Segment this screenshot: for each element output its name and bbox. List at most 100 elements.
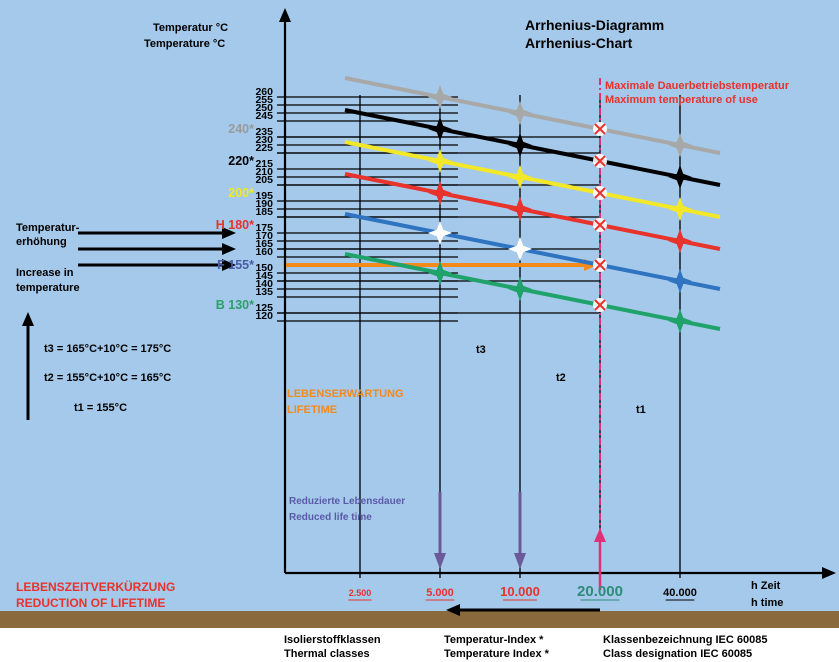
temperature-arrowhead [222,227,236,239]
y-tick-label: 185 [255,206,273,218]
data-point-star [428,149,452,173]
x-axis-label-en: h time [751,597,783,609]
y-tick-label: 225 [255,142,273,154]
plot-background [0,0,839,611]
x-axis-label-de: h Zeit [751,580,781,592]
increase-label-en-1: Increase in [16,267,74,279]
footer-class-designation-en: Class designation IEC 60085 [603,648,752,660]
reduction-arrowhead [446,604,460,616]
thermal-class-label: B 130* [216,298,254,312]
thermal-class-label: 240* [228,122,254,136]
t1-label: t1 [636,404,646,416]
reduced-life-arrowhead [514,553,526,569]
reduced-life-arrowhead [434,553,446,569]
lifetime-label-en: LIFETIME [287,404,337,416]
max-temp-point-cross [594,219,606,231]
series-line [344,76,721,155]
x-axis-arrowhead [822,567,836,579]
temperature-arrowhead [222,243,236,255]
reduced-life-label-de: Reduzierte Lebensdauer [289,496,405,507]
t3-equation: t3 = 165°C+10°C = 175°C [44,343,171,355]
y-tick-label: 160 [255,246,273,258]
thermal-class-label: 220* [228,154,254,168]
thermal-class-label: F 155* [217,258,254,272]
y-tick-label: 125 [255,302,273,314]
data-point-star [428,261,452,285]
y-tick-label: 165 [255,238,273,250]
footer-class-designation-de: Klassenbezeichnung IEC 60085 [603,634,767,646]
data-point-star [668,133,692,157]
data-point-star [428,85,452,109]
max-temp-label-en: Maximum temperature of use [605,94,758,106]
y-tick-label: 140 [255,278,273,290]
increase-label-de-1: Temperatur- [16,222,80,234]
series-line [344,212,721,291]
y-tick-label: 245 [255,110,273,122]
data-point-star [668,229,692,253]
x-tick-label: 10.000 [500,584,540,599]
max-temp-point-cross [594,123,606,135]
max-temp-arrowhead [594,528,606,542]
temperature-arrowhead [222,259,236,271]
data-point-star [508,133,532,157]
y-tick-label: 195 [255,190,273,202]
reduction-label-de: LEBENSZEITVERKÜRZUNG [16,579,175,594]
max-temp-point-cross [594,259,606,271]
y-tick-label: 120 [255,310,273,322]
y-axis-label-en: Temperature °C [144,38,225,50]
y-tick-label: 170 [255,230,273,242]
y-tick-label: 250 [255,102,273,114]
y-tick-label: 135 [255,286,273,298]
t3-label: t3 [476,344,486,356]
ground-strip [0,611,839,628]
footer-thermal-classes-de: Isolierstoffklassen [284,634,381,646]
series-line [344,108,721,187]
max-temp-point-cross [594,299,606,311]
x-tick-label: 2.500 [349,588,372,598]
data-point-star [668,269,692,293]
reduced-life-label-en: Reduced life time [289,512,372,523]
footer-thermal-classes-en: Thermal classes [284,648,370,660]
t2-label: t2 [556,372,566,384]
x-tick-label: 40.000 [663,587,697,599]
marker-layer [428,85,692,333]
chart-title-de: Arrhenius-Diagramm [525,17,664,33]
data-point-star [508,197,532,221]
y-tick-label: 230 [255,134,273,146]
data-point-star [428,181,452,205]
data-point-star [508,101,532,125]
y-tick-label: 210 [255,166,273,178]
t2-equation: t2 = 155°C+10°C = 165°C [44,372,171,384]
series-line [344,140,721,219]
footer-temp-index-de: Temperatur-Index * [444,634,544,646]
x-tick-label: 20.000 [577,583,623,600]
data-point-star [668,309,692,333]
y-tick-label: 145 [255,270,273,282]
y-tick-label: 215 [255,158,273,170]
increase-label-de-2: erhöhung [16,236,67,248]
chart-title-en: Arrhenius-Chart [525,35,633,51]
data-point-star [508,277,532,301]
data-point-star [428,221,452,245]
thermal-class-label: H 180* [216,218,254,232]
series-line [344,172,721,251]
footer-background [0,628,839,662]
max-temp-point-cross [594,155,606,167]
y-tick-label: 190 [255,198,273,210]
increase-arrowhead [22,312,34,326]
data-point-star [428,117,452,141]
data-point-star [668,165,692,189]
y-tick-label: 205 [255,174,273,186]
reduction-label-en: REDUCTION OF LIFETIME [16,596,165,610]
lifetime-label-de: LEBENSERWARTUNG [287,388,404,400]
y-tick-label: 235 [255,126,273,138]
increase-label-en-2: temperature [16,282,80,294]
y-tick-label: 150 [255,262,273,274]
footer-temp-index-en: Temperature Index * [444,648,550,660]
y-tick-label: 175 [255,222,273,234]
t1-equation: t1 = 155°C [74,402,127,414]
data-point-star [508,165,532,189]
